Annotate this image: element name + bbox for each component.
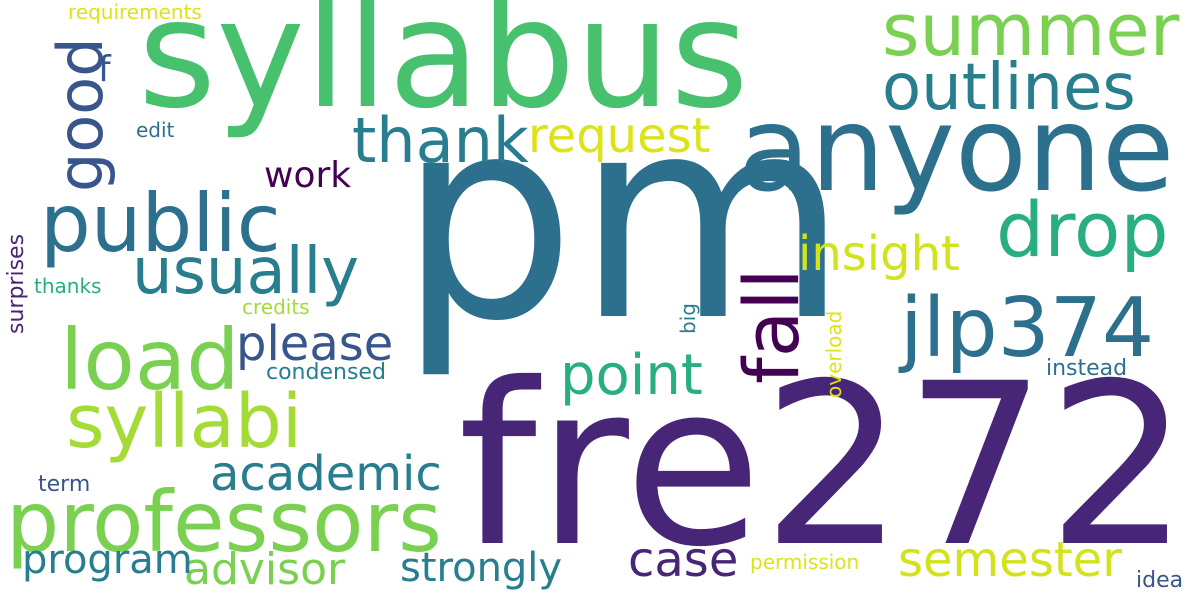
word-request: request — [528, 108, 711, 164]
word-insight: insight — [798, 226, 960, 282]
word-fre272: fre272 — [458, 335, 1190, 596]
word-f: f — [98, 49, 111, 90]
word-program: program — [22, 537, 193, 583]
word-professors: professors — [6, 473, 442, 571]
word-public: public — [40, 177, 281, 270]
word-permission: permission — [750, 550, 860, 574]
word-summer: summer — [882, 0, 1180, 72]
word-semester: semester — [898, 532, 1122, 588]
word-outlines: outlines — [882, 51, 1136, 125]
word-requirements: requirements — [68, 0, 202, 24]
word-instead: instead — [1046, 356, 1128, 381]
word-overload: overload — [822, 310, 846, 398]
word-drop: drop — [996, 185, 1169, 274]
word-thanks: thanks — [34, 274, 102, 298]
word-credits: credits — [242, 295, 310, 319]
word-usually: usually — [132, 235, 360, 309]
word-thank: thank — [352, 104, 529, 177]
word-work: work — [264, 155, 352, 196]
word-anyone: anyone — [738, 80, 1175, 218]
word-pm: pm — [398, 57, 849, 383]
word-syllabus: syllabus — [138, 0, 749, 142]
word-point: point — [560, 343, 703, 408]
word-syllabi: syllabi — [66, 379, 303, 465]
word-idea: idea — [1136, 568, 1184, 593]
word-big: big — [676, 303, 700, 334]
word-term: term — [38, 472, 91, 497]
word-fall: fall — [727, 268, 816, 384]
word-academic: academic — [210, 446, 442, 502]
word-jlp374: jlp374 — [900, 281, 1155, 376]
word-case: case — [628, 532, 739, 588]
word-please: please — [236, 316, 394, 372]
word-strongly: strongly — [400, 545, 563, 591]
word-edit: edit — [136, 118, 175, 142]
word-condensed: condensed — [266, 360, 386, 385]
word-advisor: advisor — [184, 544, 346, 595]
word-load: load — [60, 311, 240, 409]
word-surprises: surprises — [4, 233, 29, 334]
